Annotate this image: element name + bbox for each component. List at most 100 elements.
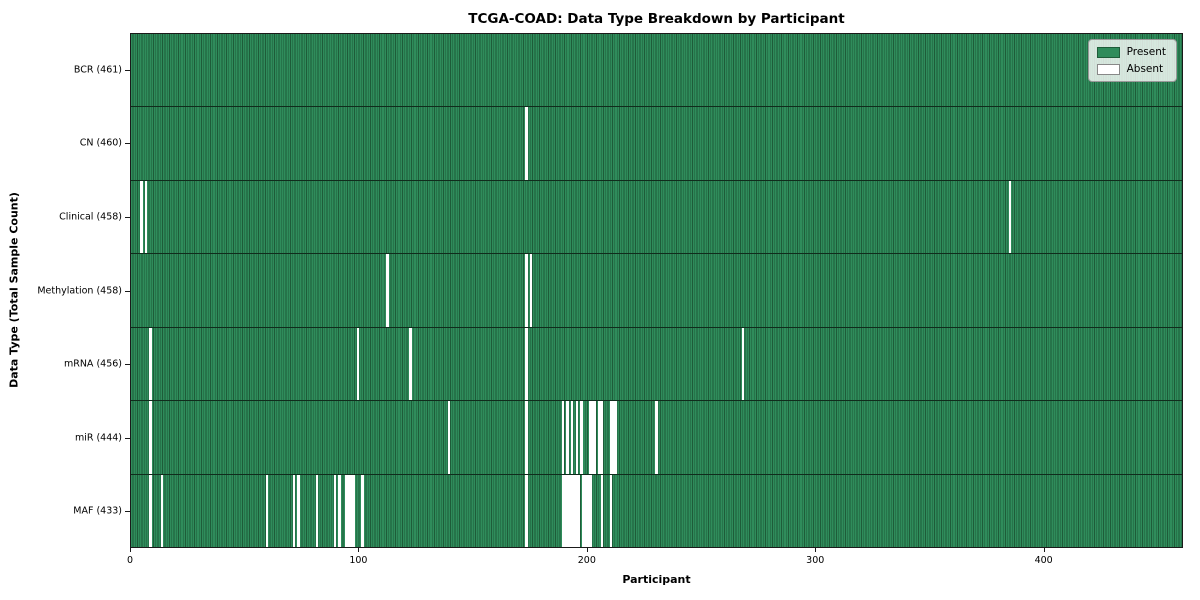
x-tick-label: 200 (577, 555, 596, 566)
legend-label: Present (1126, 46, 1166, 58)
absent-swatch-icon (1096, 63, 1120, 75)
y-tick-mark (125, 364, 130, 366)
y-tick-mark (125, 143, 130, 145)
absent-marker (598, 401, 601, 474)
absent-marker (149, 474, 152, 547)
row-band-mrna (131, 327, 1182, 402)
y-tick-label: mRNA (456) (63, 358, 122, 370)
x-tick-mark (130, 548, 131, 552)
x-tick-label: 400 (1034, 555, 1053, 566)
absent-marker (741, 327, 745, 401)
absent-marker (589, 401, 592, 474)
legend-entry-absent: Absent (1096, 63, 1166, 75)
x-tick-mark (586, 548, 588, 552)
absent-marker (561, 401, 565, 474)
absent-marker (265, 474, 268, 547)
row-band-mir (131, 401, 1182, 475)
absent-marker (409, 327, 412, 401)
absent-marker (386, 254, 389, 327)
present-swatch-icon (1096, 46, 1120, 58)
absent-marker (612, 401, 615, 474)
legend-entry-present: Present (1096, 46, 1166, 58)
absent-marker (144, 180, 148, 254)
x-tick-label: 0 (126, 555, 134, 566)
absent-marker (582, 474, 585, 547)
absent-marker (160, 474, 164, 547)
absent-marker (149, 401, 152, 474)
x-tick-label: 300 (806, 555, 825, 566)
absent-marker (575, 401, 578, 474)
y-tick-label: Methylation (458) (37, 285, 122, 296)
absent-marker (338, 474, 341, 547)
y-tick-mark (125, 69, 130, 71)
absent-marker (571, 401, 574, 474)
plot-area (130, 33, 1183, 548)
absent-marker (575, 474, 578, 547)
y-tick-mark (125, 437, 130, 439)
y-tick-label: CN (460) (79, 137, 122, 149)
absent-marker (140, 180, 143, 254)
absent-marker (568, 474, 572, 547)
absent-marker (525, 107, 528, 180)
absent-marker (297, 474, 300, 547)
absent-marker (352, 474, 355, 547)
chart-title: TCGA-COAD: Data Type Breakdown by Partic… (468, 11, 845, 27)
y-axis-title: Data Type (Total Sample Count) (7, 192, 21, 388)
absent-marker (566, 474, 569, 547)
absent-marker (609, 474, 613, 547)
x-axis-title: Participant (622, 573, 691, 586)
absent-marker (525, 327, 528, 401)
absent-marker (566, 401, 569, 474)
absent-marker (292, 474, 296, 547)
absent-marker (614, 401, 617, 474)
absent-marker (577, 474, 581, 547)
absent-marker (333, 474, 337, 547)
x-tick-mark (358, 548, 360, 552)
legend: Present Absent (1087, 39, 1177, 82)
x-tick-mark (815, 548, 817, 552)
absent-marker (655, 401, 658, 474)
absent-marker (584, 474, 588, 547)
absent-marker (593, 401, 597, 474)
absent-marker (600, 401, 604, 474)
row-band-clinical (131, 180, 1182, 255)
y-tick-mark (125, 216, 130, 218)
absent-marker (529, 254, 533, 327)
x-tick-mark (1043, 548, 1045, 552)
absent-marker (149, 327, 152, 401)
absent-marker (600, 474, 604, 547)
row-band-maf (131, 474, 1182, 547)
y-tick-label: Clinical (458) (59, 211, 122, 223)
absent-marker (349, 474, 353, 547)
absent-marker (589, 474, 592, 547)
absent-marker (1008, 180, 1012, 254)
row-band-cn (131, 107, 1182, 181)
absent-marker (591, 401, 594, 474)
x-tick-label: 100 (349, 555, 368, 566)
absent-marker (580, 401, 583, 474)
absent-marker (561, 474, 565, 547)
absent-marker (356, 327, 360, 401)
absent-marker (573, 474, 576, 547)
absent-marker (525, 401, 528, 474)
absent-marker (564, 474, 567, 547)
absent-marker (315, 474, 319, 547)
y-tick-label: MAF (433) (73, 505, 122, 517)
absent-marker (571, 474, 574, 547)
absent-marker (447, 401, 451, 474)
row-band-methylation (131, 254, 1182, 328)
y-tick-label: miR (444) (74, 432, 122, 444)
y-tick-label: BCR (461) (73, 64, 122, 76)
absent-marker (525, 474, 528, 547)
row-band-bcr (131, 34, 1182, 108)
absent-marker (347, 474, 350, 547)
absent-marker (609, 401, 613, 474)
legend-label: Absent (1126, 63, 1164, 75)
y-tick-mark (125, 511, 130, 513)
y-tick-mark (125, 290, 130, 292)
absent-marker (345, 474, 348, 547)
absent-marker (586, 474, 590, 547)
absent-marker (525, 254, 528, 327)
absent-marker (361, 474, 364, 547)
